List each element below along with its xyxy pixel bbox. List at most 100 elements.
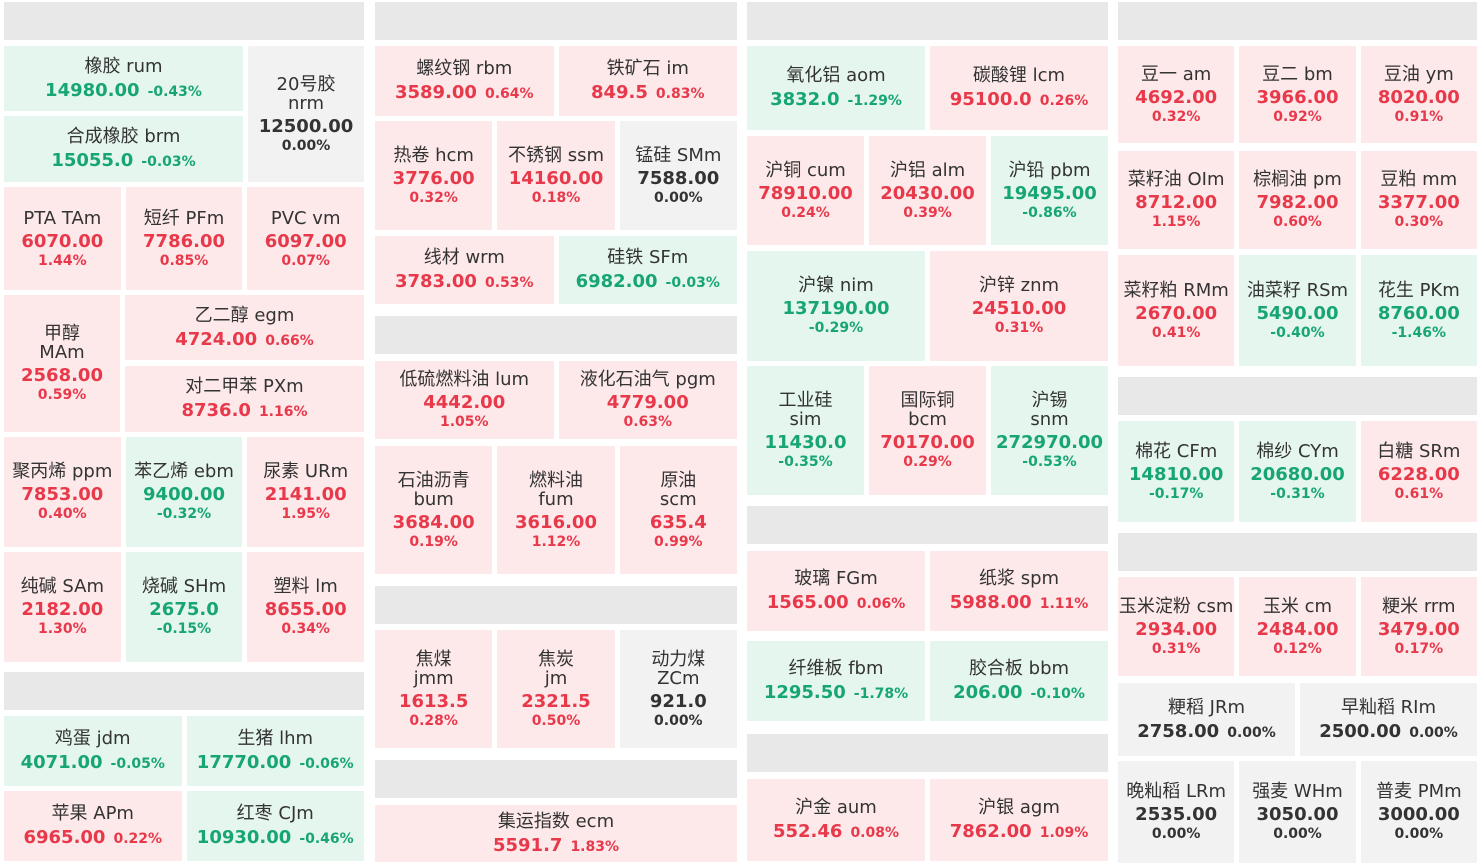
change-percent: -0.29% (808, 320, 864, 336)
quote-cell-shm[interactable]: 烧碱 SHm 2675.0 -0.15% (125, 552, 243, 662)
change-percent: 0.19% (409, 533, 458, 550)
quote-cell-pm[interactable]: 棕榈油 pm 7982.00 0.60% (1239, 151, 1356, 249)
last-price: 2535.00 (1135, 804, 1218, 825)
change-percent: -0.06% (299, 756, 354, 772)
last-price: 11430.0 (764, 432, 847, 453)
change-percent: 0.06% (856, 596, 906, 612)
quote-cell-rmm[interactable]: 菜籽粕 RMm 2670.00 0.41% (1118, 255, 1235, 366)
quote-cell-znm[interactable]: 沪锌 znm 24510.00 0.31% (930, 251, 1108, 361)
quote-cell-im[interactable]: 铁矿石 im 849.5 0.83% (558, 46, 737, 116)
quote-cell-aom[interactable]: 氧化铝 aom 3832.0 -1.29% (747, 46, 925, 130)
quote-cell-sim[interactable]: 工业硅 sim 11430.0 -0.35% (747, 366, 864, 495)
quote-cell-jm[interactable]: 焦炭 jm 2321.5 0.50% (497, 630, 615, 748)
quote-cell-bcm[interactable]: 国际铜 bcm 70170.00 0.29% (869, 366, 986, 495)
contract-name: 原油 scm (659, 469, 697, 510)
quote-cell-cum[interactable]: 沪铜 cum 78910.00 0.24% (747, 136, 864, 245)
quote-cell-mam[interactable]: 甲醇 MAm 2568.00 0.59% (4, 295, 120, 432)
quote-cell-lum[interactable]: 低硫燃料油 lum 4442.00 1.05% (375, 361, 554, 439)
quote-cell-cjm[interactable]: 红枣 CJm 10930.00 -0.46% (186, 791, 364, 861)
quote-cell-pgm[interactable]: 液化石油气 pgm 4779.00 0.63% (558, 361, 737, 439)
quote-cell-rrm[interactable]: 粳米 rrm 3479.00 0.17% (1360, 577, 1477, 676)
last-price: 7982.00 (1256, 192, 1339, 213)
quote-cell-whm[interactable]: 强麦 WHm 3050.00 0.00% (1239, 761, 1356, 863)
contract-name: 纯碱 SAm (20, 576, 104, 597)
contract-name: 沪铜 cum (765, 159, 846, 181)
quote-cell-agm[interactable]: 沪银 agm 7862.00 1.09% (930, 779, 1108, 861)
quote-cell-pmm[interactable]: 普麦 PMm 3000.00 0.00% (1360, 761, 1477, 863)
quote-cell-ppm[interactable]: 聚丙烯 ppm 7853.00 0.40% (4, 437, 121, 547)
change-percent: 0.63% (623, 414, 673, 430)
quote-cell-cym[interactable]: 棉纱 CYm 20680.00 -0.31% (1239, 421, 1356, 522)
quote-cell-lhm[interactable]: 生猪 lhm 17770.00 -0.06% (186, 716, 364, 786)
quote-cell-jmm[interactable]: 焦煤 jmm 1613.5 0.28% (375, 630, 493, 748)
quote-cell-ecm[interactable]: 集运指数 ecm 5591.7 1.83% (375, 805, 737, 862)
last-price: 137190.00 (782, 298, 890, 319)
quote-cell-lcm[interactable]: 碳酸锂 lcm 95100.0 0.26% (930, 46, 1108, 130)
quote-cell-scm[interactable]: 原油 scm 635.4 0.99% (619, 446, 737, 574)
quote-cell-urm[interactable]: 尿素 URm 2141.00 1.95% (247, 437, 365, 547)
quote-cell-ebm[interactable]: 苯乙烯 ebm 9400.00 -0.32% (125, 437, 243, 547)
quote-cell-bbm[interactable]: 胶合板 bbm 206.00 -0.10% (930, 641, 1108, 721)
quote-cell-srm[interactable]: 白糖 SRm 6228.00 0.61% (1360, 421, 1477, 522)
quote-cell-oim[interactable]: 菜籽油 OIm 8712.00 1.15% (1118, 151, 1235, 249)
change-percent: -1.78% (853, 686, 909, 702)
contract-name: 对二甲苯 PXm (185, 376, 304, 397)
quote-cell-fgm[interactable]: 玻璃 FGm 1565.00 0.06% (747, 551, 925, 631)
quote-cell-lrm[interactable]: 晚籼稻 LRm 2535.00 0.00% (1118, 761, 1235, 863)
quote-cell-lm[interactable]: 塑料 lm 8655.00 0.34% (247, 552, 365, 662)
quote-cell-ym[interactable]: 豆油 ym 8020.00 0.91% (1360, 46, 1477, 143)
quote-cell-rbm[interactable]: 螺纹钢 rbm 3589.00 0.64% (375, 46, 554, 116)
quote-cell-vm[interactable]: PVC vm 6097.00 0.07% (247, 187, 365, 290)
quote-cell-pfm[interactable]: 短纤 PFm 7786.00 0.85% (125, 187, 243, 290)
quote-cell-tam[interactable]: PTA TAm 6070.00 1.44% (4, 187, 121, 290)
quote-cell-fum[interactable]: 燃料油 fum 3616.00 1.12% (497, 446, 615, 574)
quote-cell-fbm[interactable]: 纤维板 fbm 1295.50 -1.78% (747, 641, 925, 721)
quote-cell-pbm[interactable]: 沪铅 pbm 19495.00 -0.86% (991, 136, 1108, 245)
quote-cell-smm[interactable]: 锰硅 SMm 7588.00 0.00% (619, 121, 737, 230)
quote-cell-alm[interactable]: 沪铝 alm 20430.00 0.39% (869, 136, 986, 245)
quote-cell-brm[interactable]: 合成橡胶 brm 15055.0 -0.03% (4, 116, 243, 182)
quote-row: 粳稻 JRm 2758.00 0.00% 早籼稻 RIm 2500.00 0.00% (1118, 683, 1477, 756)
quote-cell-rim[interactable]: 早籼稻 RIm 2500.00 0.00% (1300, 683, 1477, 756)
quote-cell-sam[interactable]: 纯碱 SAm 2182.00 1.30% (4, 552, 121, 662)
quote-cell-aum[interactable]: 沪金 aum 552.46 0.08% (747, 779, 925, 861)
quote-cell-rum[interactable]: 橡胶 rum 14980.00 -0.43% (4, 46, 243, 111)
quote-cell-spm[interactable]: 纸浆 spm 5988.00 1.11% (930, 551, 1108, 631)
quote-row: 玉米淀粉 csm 2934.00 0.31% 玉米 cm 2484.00 0.12% 粳米 … (1118, 577, 1477, 676)
section-header (375, 316, 737, 354)
quote-cell-pxm[interactable]: 对二甲苯 PXm 8736.0 1.16% (125, 366, 364, 432)
quote-cell-ssm[interactable]: 不锈钢 ssm 14160.00 0.18% (497, 121, 615, 230)
quote-cell-zcm[interactable]: 动力煤 ZCm 921.0 0.00% (619, 630, 737, 748)
last-price: 3966.00 (1256, 86, 1339, 108)
quote-cell-cfm[interactable]: 棉花 CFm 14810.00 -0.17% (1118, 421, 1235, 522)
change-percent: 0.59% (37, 387, 87, 403)
quote-cell-hcm[interactable]: 热卷 hcm 3776.00 0.32% (375, 121, 493, 230)
quote-cell-snm[interactable]: 沪锡 snm 272970.00 -0.53% (991, 366, 1108, 495)
quote-row: 苹果 APm 6965.00 0.22% 红枣 CJm 10930.00 -0.46% (4, 791, 364, 861)
quote-cell-mm[interactable]: 豆粕 mm 3377.00 0.30% (1360, 151, 1477, 249)
change-percent: 0.00% (1151, 826, 1201, 842)
quote-cell-rsm[interactable]: 油菜籽 RSm 5490.00 -0.40% (1239, 255, 1356, 366)
quote-cell-sfm[interactable]: 硅铁 SFm 6982.00 -0.03% (558, 236, 737, 304)
contract-name: 苯乙烯 ebm (134, 461, 234, 482)
quote-cell-nim[interactable]: 沪镍 nim 137190.00 -0.29% (747, 251, 925, 361)
quote-cell-pkm[interactable]: 花生 PKm 8760.00 -1.46% (1360, 255, 1477, 366)
quote-cell-am[interactable]: 豆一 am 4692.00 0.32% (1118, 46, 1235, 143)
quote-cell-csm[interactable]: 玉米淀粉 csm 2934.00 0.31% (1118, 577, 1235, 676)
last-price: 8712.00 (1135, 192, 1218, 213)
change-percent: 0.00% (654, 712, 703, 729)
quote-cell-jdm[interactable]: 鸡蛋 jdm 4071.00 -0.05% (4, 716, 182, 786)
quote-cell-jrm[interactable]: 粳稻 JRm 2758.00 0.00% (1118, 683, 1295, 756)
contract-name: PVC vm (270, 207, 341, 229)
quote-cell-egm[interactable]: 乙二醇 egm 4724.00 0.66% (125, 295, 364, 360)
contract-name: 鸡蛋 jdm (54, 728, 131, 749)
quote-cell-cm[interactable]: 玉米 cm 2484.00 0.12% (1239, 577, 1356, 676)
quote-cell-nrm[interactable]: 20号胶 nrm 12500.00 0.00% (248, 46, 364, 182)
quote-row: 沪铜 cum 78910.00 0.24% 沪铝 alm 20430.00 0.39% 沪铅… (747, 136, 1108, 245)
change-percent: 0.34% (281, 621, 330, 637)
contract-name: 热卷 hcm (393, 144, 474, 166)
quote-cell-wrm[interactable]: 线材 wrm 3783.00 0.53% (375, 236, 554, 304)
quote-cell-bum[interactable]: 石油沥青 bum 3684.00 0.19% (375, 446, 493, 574)
quote-cell-apm[interactable]: 苹果 APm 6965.00 0.22% (4, 791, 182, 861)
quote-cell-bm[interactable]: 豆二 bm 3966.00 0.92% (1239, 46, 1356, 143)
